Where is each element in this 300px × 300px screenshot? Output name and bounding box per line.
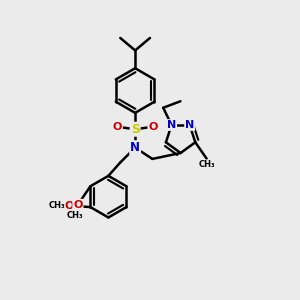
Text: O: O bbox=[73, 200, 83, 210]
Text: O: O bbox=[64, 201, 74, 211]
Text: N: N bbox=[167, 120, 176, 130]
Text: S: S bbox=[130, 123, 140, 136]
Text: CH₃: CH₃ bbox=[67, 212, 83, 220]
Text: O: O bbox=[112, 122, 122, 132]
Text: O: O bbox=[148, 122, 158, 132]
Text: N: N bbox=[130, 141, 140, 154]
Text: N: N bbox=[185, 120, 194, 130]
Text: CH₃: CH₃ bbox=[48, 201, 65, 210]
Text: CH₃: CH₃ bbox=[198, 160, 215, 169]
